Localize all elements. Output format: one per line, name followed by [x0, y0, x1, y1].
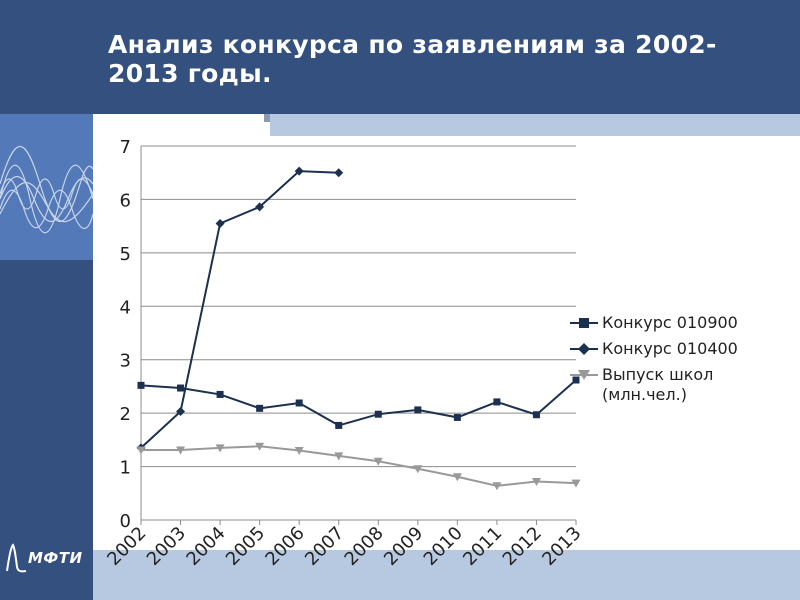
data-point-triangle — [255, 442, 265, 451]
y-tick-label: 6 — [120, 190, 131, 211]
data-point-square — [453, 413, 461, 421]
legend-label: Конкурс 010900 — [602, 313, 738, 332]
series-line — [141, 445, 577, 487]
legend-triangle-marker-icon — [570, 370, 598, 380]
x-tick-label: 2004 — [182, 523, 229, 570]
top-accent-strip — [270, 114, 800, 136]
data-point-square — [137, 381, 145, 389]
data-point-triangle — [215, 444, 225, 453]
legend-diamond-marker-icon — [570, 343, 598, 355]
y-tick-label: 3 — [120, 351, 131, 372]
data-point-diamond — [176, 407, 186, 417]
data-point-triangle — [452, 473, 462, 482]
legend-item-010900: Конкурс 010900 — [570, 313, 795, 333]
x-tick-label: 2007 — [301, 523, 348, 570]
data-point-square — [216, 390, 224, 398]
y-tick-label: 2 — [120, 404, 131, 425]
chart-legend: Конкурс 010900 Конкурс 010400 Выпуск шко… — [570, 313, 795, 411]
x-tick-label: 2008 — [341, 523, 388, 570]
mipt-logo: МФТИ — [4, 541, 88, 575]
data-point-triangle — [373, 457, 383, 466]
y-tick-label: 0 — [120, 511, 131, 532]
data-point-diamond — [215, 218, 225, 228]
y-tick-label: 7 — [120, 137, 131, 158]
strip-edge — [264, 114, 270, 122]
data-point-triangle — [294, 447, 304, 456]
data-point-square — [177, 384, 185, 392]
data-point-diamond — [294, 166, 304, 176]
x-tick-label: 2013 — [538, 523, 585, 570]
x-tick-label: 2011 — [459, 523, 506, 570]
x-tick-label: 2012 — [499, 523, 546, 570]
data-point-triangle — [571, 479, 581, 488]
slide-title: Анализ конкурса по заявлениям за 2002-20… — [108, 30, 717, 88]
logo-text: МФТИ — [28, 549, 83, 567]
data-point-triangle — [176, 446, 186, 455]
legend-label: Выпуск школ (млн.чел.) — [602, 365, 714, 404]
data-point-triangle — [492, 482, 502, 491]
data-point-square — [374, 410, 382, 418]
wave-decoration-icon — [0, 114, 93, 260]
data-point-square — [493, 398, 501, 406]
legend-label: Конкурс 010400 — [602, 339, 738, 358]
data-point-diamond — [334, 168, 344, 178]
data-point-square — [335, 421, 343, 429]
x-tick-label: 2006 — [261, 523, 308, 570]
legend-item-school-graduates: Выпуск школ (млн.чел.) — [570, 365, 795, 405]
y-tick-label: 4 — [120, 297, 131, 318]
data-point-square — [295, 399, 303, 407]
data-point-triangle — [334, 452, 344, 461]
legend-item-010400: Конкурс 010400 — [570, 339, 795, 359]
data-point-triangle — [413, 465, 423, 474]
line-chart: 0123456720022003200420052006200720082009… — [103, 137, 585, 570]
data-point-square — [414, 406, 422, 414]
x-tick-label: 2010 — [420, 523, 467, 570]
data-point-triangle — [531, 478, 541, 487]
series-line — [140, 170, 339, 449]
data-point-square — [532, 411, 540, 419]
data-point-square — [572, 376, 580, 384]
x-tick-label: 2005 — [222, 523, 269, 570]
data-point-square — [256, 404, 264, 412]
series-line — [140, 379, 577, 427]
slide-header: Анализ конкурса по заявлениям за 2002-20… — [0, 0, 800, 114]
x-tick-label: 2003 — [143, 523, 190, 570]
y-tick-label: 5 — [120, 244, 131, 265]
legend-square-marker-icon — [570, 318, 598, 328]
data-point-triangle — [136, 446, 146, 455]
x-tick-label: 2009 — [380, 523, 427, 570]
y-tick-label: 1 — [120, 458, 131, 479]
bottom-accent-strip — [93, 550, 800, 600]
